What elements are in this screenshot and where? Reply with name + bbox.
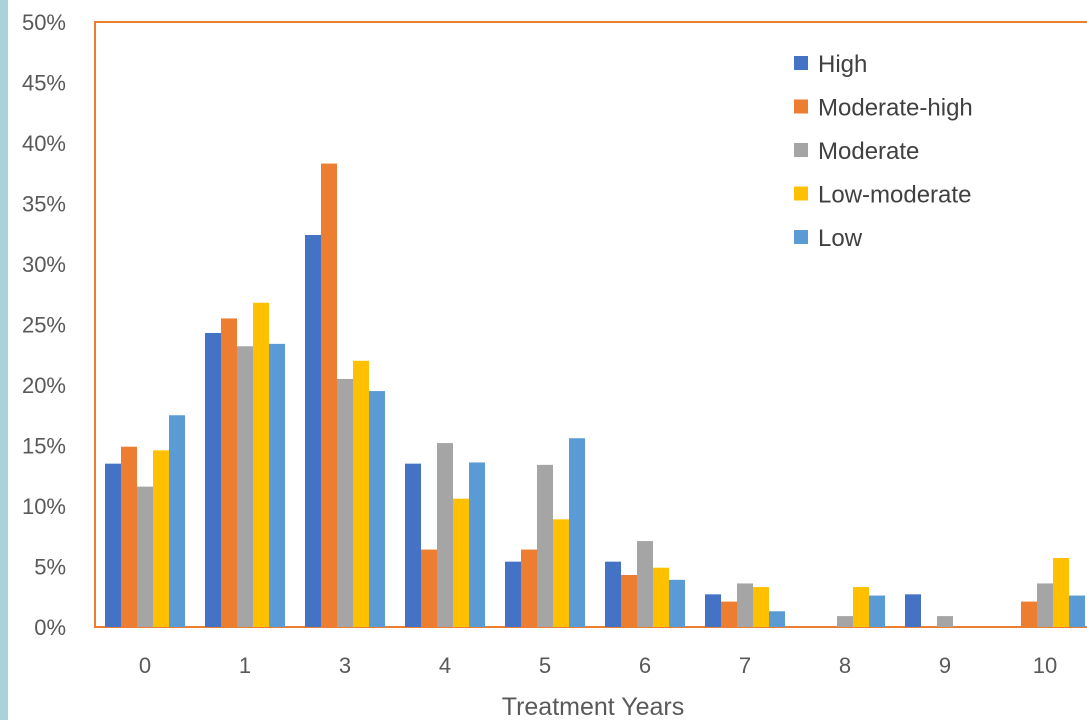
- bar: [237, 346, 253, 627]
- y-tick-label: 0%: [34, 615, 66, 640]
- y-tick-label: 40%: [22, 131, 66, 156]
- y-tick-label: 45%: [22, 71, 66, 96]
- y-tick-label: 15%: [22, 434, 66, 459]
- bar: [421, 549, 437, 627]
- bar: [737, 583, 753, 627]
- y-tick-label: 50%: [22, 10, 66, 35]
- bar: [705, 594, 721, 627]
- bar: [869, 595, 885, 627]
- bar: [1021, 601, 1037, 627]
- bar: [1053, 558, 1069, 627]
- bar: [137, 486, 153, 627]
- legend-swatch: [794, 99, 808, 114]
- x-tick-label: 9: [939, 653, 951, 678]
- bar: [721, 601, 737, 627]
- x-tick-label: 4: [439, 653, 451, 678]
- bar: [553, 519, 569, 627]
- y-tick-label: 25%: [22, 313, 66, 338]
- bar: [1069, 595, 1085, 627]
- legend: High Moderate-high Moderate Low-moderate Low: [794, 51, 973, 252]
- y-tick-label: 10%: [22, 494, 66, 519]
- x-tick-label: 10: [1033, 653, 1057, 678]
- bar: [505, 561, 521, 627]
- bar: [653, 567, 669, 627]
- legend-swatch: [794, 186, 808, 201]
- bar: [205, 332, 221, 627]
- x-tick-label: 7: [739, 653, 751, 678]
- bar: [469, 462, 485, 627]
- x-tick-label: 1: [239, 653, 251, 678]
- legend-label: Low: [818, 225, 863, 252]
- bar: [221, 318, 237, 627]
- x-tick-label: 5: [539, 653, 551, 678]
- y-tick-label: 35%: [22, 192, 66, 217]
- bar: [753, 587, 769, 627]
- legend-label: Moderate: [818, 138, 919, 165]
- bar: [605, 561, 621, 627]
- plot-area-border: [94, 21, 1087, 628]
- bar: [937, 616, 953, 627]
- bar: [837, 616, 853, 627]
- bar: [337, 378, 353, 627]
- bar: [905, 594, 921, 627]
- legend-label: Moderate-high: [818, 95, 973, 122]
- y-tick-label: 5%: [34, 555, 66, 580]
- bar: [321, 163, 337, 627]
- bar: [253, 302, 269, 627]
- y-tick-label: 20%: [22, 373, 66, 398]
- x-tick-label: 0: [139, 653, 151, 678]
- bar: [269, 343, 285, 627]
- bar: [369, 391, 385, 627]
- left-edge-strip: [0, 0, 8, 720]
- legend-label: High: [818, 51, 867, 78]
- bar: [621, 574, 637, 627]
- bar: [453, 498, 469, 627]
- bars-layer: [105, 163, 1085, 627]
- x-axis-title: Treatment Years: [502, 693, 685, 720]
- bar: [437, 443, 453, 627]
- legend-swatch: [794, 56, 808, 70]
- bar: [169, 415, 185, 627]
- bar: [521, 549, 537, 627]
- bar: [669, 579, 685, 627]
- y-tick-label: 30%: [22, 252, 66, 277]
- bar: [1037, 583, 1053, 627]
- bar: [569, 438, 585, 627]
- bar: [537, 464, 553, 627]
- x-axis-ticks: 0 1 3 4 5 6 7 8 9 10: [139, 653, 1057, 678]
- bar: [121, 446, 137, 627]
- legend-label: Low-moderate: [818, 182, 971, 209]
- bar: [105, 463, 121, 627]
- legend-swatch: [794, 143, 808, 157]
- bar: [405, 463, 421, 627]
- bar: [353, 360, 369, 627]
- bar: [769, 611, 785, 627]
- x-tick-label: 3: [339, 653, 351, 678]
- x-tick-label: 6: [639, 653, 651, 678]
- y-axis-ticks: 0% 5% 10% 15% 20% 25% 30% 35% 40% 45% 50%: [22, 10, 66, 640]
- bar: [637, 541, 653, 627]
- legend-swatch: [794, 230, 808, 244]
- bar: [853, 587, 869, 627]
- bar: [305, 234, 321, 627]
- x-tick-label: 8: [839, 653, 851, 678]
- bar: [153, 450, 169, 627]
